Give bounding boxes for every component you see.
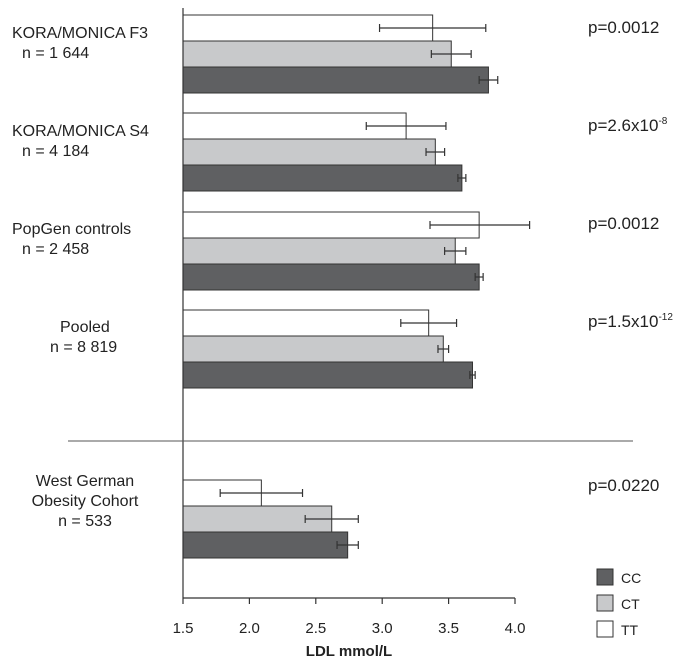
p-value: p=0.0012 [588,18,659,37]
x-tick-label: 1.5 [173,620,194,637]
bar-cc [182,66,489,94]
p-value: p=1.5x10-12 [588,312,673,331]
group-label: n = 1 644 [22,45,89,62]
group-label: Obesity Cohort [32,493,139,510]
legend-swatch-cc [596,568,614,586]
x-tick-label: 3.5 [438,620,459,637]
bar-cc [182,531,349,559]
bar-cc [182,263,480,291]
x-tick-label: 4.0 [505,620,526,637]
legend-swatch-tt [596,620,614,638]
group-label: KORA/MONICA S4 [12,123,149,140]
group-label: PopGen controls [12,221,131,238]
bar-ct [182,138,436,166]
group-label: n = 4 184 [22,143,89,160]
group-label: KORA/MONICA F3 [12,25,148,42]
legend-label-tt: TT [621,622,639,638]
legend-label-ct: CT [621,596,640,612]
legend-swatch-ct [596,594,614,612]
x-tick-label: 2.0 [239,620,260,637]
group-label: West German [36,473,134,490]
bar-tt [182,309,430,337]
x-axis-title: LDL mmol/L [306,643,392,660]
p-value: p=0.0220 [588,476,659,495]
legend-label-cc: CC [621,570,641,586]
group-label: Pooled [60,319,110,336]
p-value: p=0.0012 [588,214,659,233]
group-label: n = 2 458 [22,241,89,258]
p-value-exponent: -8 [658,116,667,127]
p-value-exponent: -12 [658,312,673,323]
bar-ct [182,237,456,265]
group-label: n = 8 819 [50,339,117,356]
bar-cc [182,361,474,389]
bar-ct [182,335,444,363]
p-value: p=2.6x10-8 [588,116,668,135]
bar-ct [182,40,452,68]
x-tick-label: 2.5 [305,620,326,637]
x-tick-label: 3.0 [372,620,393,637]
bar-cc [182,164,463,192]
group-label: n = 533 [58,513,112,530]
